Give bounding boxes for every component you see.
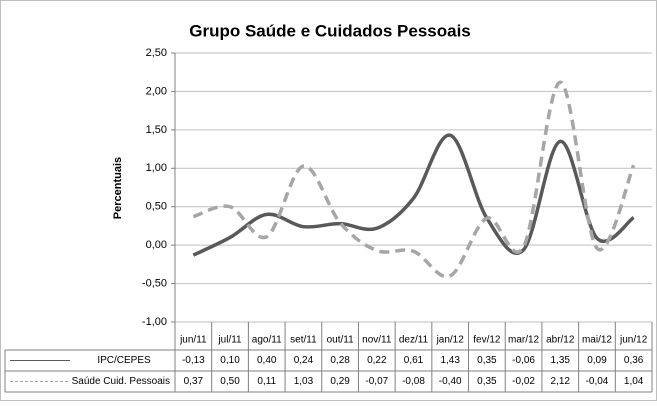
- value-label: 0,36: [624, 355, 644, 366]
- y-tick-label: 1,50: [146, 124, 167, 136]
- value-label: 0,50: [220, 376, 240, 387]
- x-tick-label: mar/12: [508, 335, 540, 346]
- x-tick-label: jun/11: [179, 335, 207, 346]
- y-tick-label: -1,00: [142, 316, 167, 328]
- value-label: 0,28: [330, 355, 350, 366]
- series-line: [192, 133, 635, 257]
- value-label: -0,08: [402, 376, 425, 387]
- value-label: 0,40: [257, 355, 277, 366]
- x-tick-label: ago/11: [252, 335, 282, 346]
- value-label: 1,03: [294, 376, 314, 387]
- y-tick-label: 2,00: [146, 85, 167, 97]
- x-tick-label: out/11: [327, 335, 354, 346]
- x-tick-label: mai/12: [582, 335, 612, 346]
- legend-label: Saúde Cuid. Pessoais: [72, 376, 170, 387]
- value-label: 0,37: [184, 376, 204, 387]
- x-tick-label: jun/12: [619, 335, 648, 346]
- value-label: -0,07: [365, 376, 388, 387]
- y-tick-label: 0,50: [146, 201, 167, 213]
- value-label: 1,35: [551, 355, 571, 366]
- value-label: 0,22: [367, 355, 387, 366]
- x-tick-label: set/11: [290, 335, 317, 346]
- y-tick-label: 1,00: [146, 162, 167, 174]
- y-tick-label: -0,50: [142, 277, 167, 289]
- x-tick-label: dez/11: [399, 335, 429, 346]
- value-label: 0,10: [220, 355, 240, 366]
- value-label: 0,24: [294, 355, 314, 366]
- value-label: -0,04: [586, 376, 609, 387]
- x-tick-label: abr/12: [546, 335, 575, 346]
- value-label: 1,04: [624, 376, 644, 387]
- value-label: -0,06: [512, 355, 535, 366]
- x-tick-label: jan/12: [436, 335, 465, 346]
- value-label: -0,40: [439, 376, 462, 387]
- value-label: 0,29: [330, 376, 350, 387]
- value-label: 0,35: [477, 376, 497, 387]
- value-label: 0,35: [477, 355, 497, 366]
- chart-title: Grupo Saúde e Cuidados Pessoais: [189, 21, 471, 40]
- value-label: -0,02: [512, 376, 535, 387]
- value-label: 2,12: [551, 376, 571, 387]
- y-tick-label: 2,50: [146, 47, 167, 59]
- series-line: [192, 80, 636, 279]
- x-tick-label: nov/11: [362, 335, 392, 346]
- y-tick-label: 0,00: [146, 239, 167, 251]
- value-label: 0,09: [587, 355, 607, 366]
- value-label: -0,13: [182, 355, 205, 366]
- value-label: 0,61: [404, 355, 424, 366]
- value-label: 1,43: [440, 355, 460, 366]
- y-axis-label: Percentuais: [112, 157, 124, 219]
- value-label: 0,11: [257, 376, 276, 387]
- legend-label: IPC/CEPES: [97, 355, 151, 366]
- x-tick-label: fev/12: [473, 335, 501, 346]
- x-tick-label: jul/11: [217, 335, 242, 346]
